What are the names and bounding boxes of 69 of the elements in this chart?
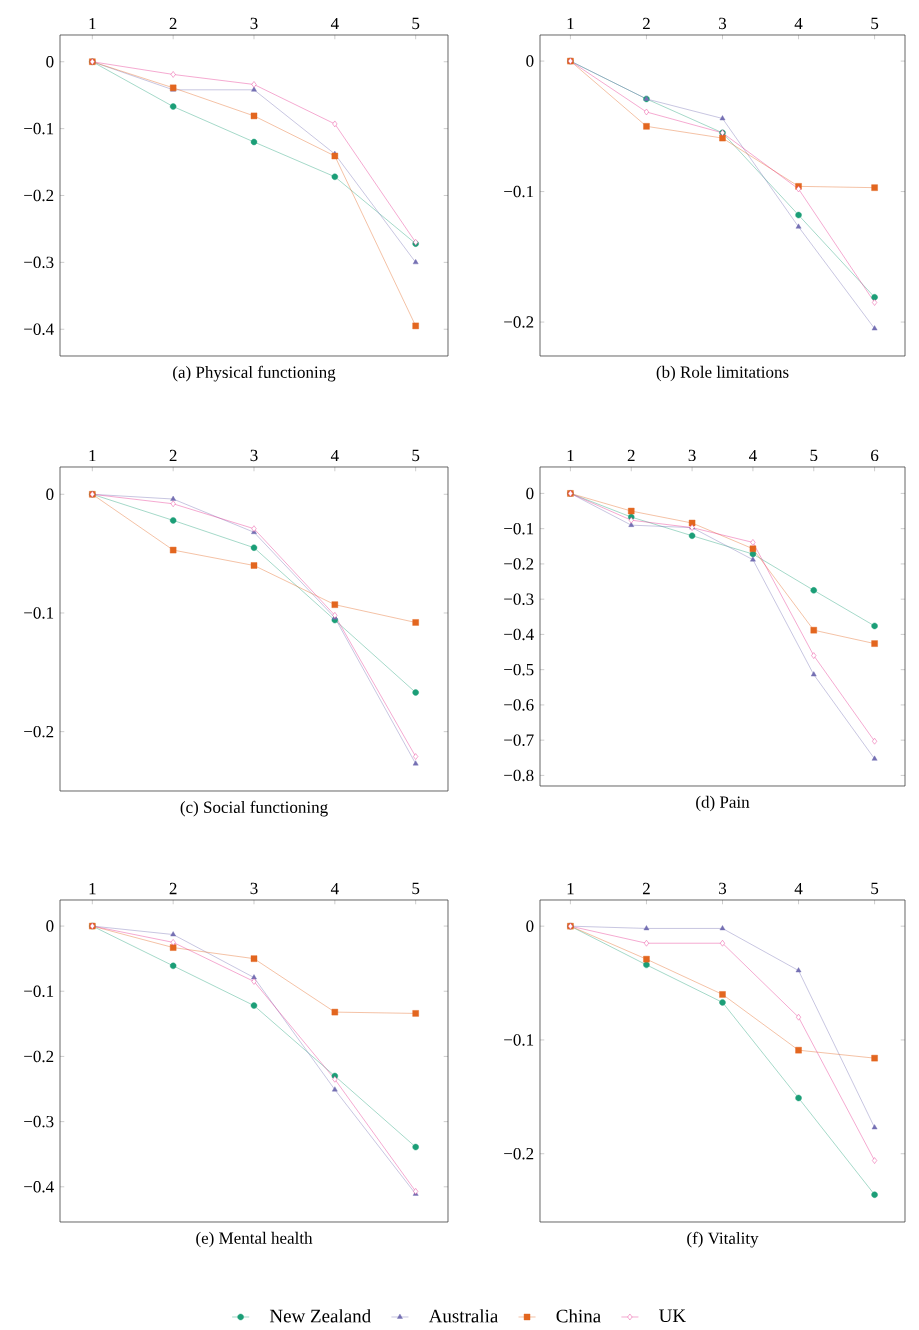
x-tick-label: 2 bbox=[642, 882, 650, 895]
x-tick-label: 1 bbox=[567, 17, 574, 30]
y-tick-label: −0.2 bbox=[504, 316, 534, 328]
x-tick-label: 4 bbox=[330, 882, 339, 895]
x-tick-label: 3 bbox=[688, 449, 696, 462]
text: (f) Vitality bbox=[687, 1231, 759, 1248]
text: (e) Mental health bbox=[196, 1231, 313, 1248]
text: (d) Pain bbox=[696, 795, 750, 812]
x-tick-label: 2 bbox=[627, 449, 635, 462]
y-tick-label: −0.1 bbox=[504, 1034, 534, 1046]
y-tick-label: 0 bbox=[526, 55, 534, 67]
x-tick-label: 5 bbox=[412, 17, 420, 30]
y-tick-label: 0 bbox=[526, 920, 534, 932]
text: (a) Physical functioning bbox=[173, 365, 336, 382]
y-tick-label: −0.3 bbox=[24, 1115, 54, 1128]
y-tick-label: −0.4 bbox=[504, 628, 534, 641]
y-tick-label: −0.6 bbox=[504, 699, 534, 711]
x-tick-label: 4 bbox=[794, 17, 803, 30]
x-tick-label: 1 bbox=[89, 449, 96, 462]
x-tick-label: 3 bbox=[250, 17, 258, 30]
y-tick-label: −0.2 bbox=[504, 1147, 534, 1160]
y-tick-label: 0 bbox=[46, 920, 54, 932]
x-tick-label: 4 bbox=[749, 449, 757, 462]
x-tick-label: 1 bbox=[89, 882, 96, 895]
legend-label: New Zealand bbox=[269, 1309, 371, 1323]
x-tick-label: 4 bbox=[330, 17, 339, 30]
x-tick-label: 5 bbox=[871, 17, 879, 30]
y-tick-label: −0.4 bbox=[24, 323, 54, 336]
legend-label: UK bbox=[659, 1309, 686, 1323]
x-tick-label: 4 bbox=[794, 882, 803, 895]
x-tick-label: 1 bbox=[567, 882, 574, 895]
y-tick-label: −0.2 bbox=[24, 1050, 54, 1063]
x-tick-label: 1 bbox=[567, 449, 574, 462]
x-tick-label: 3 bbox=[250, 449, 258, 462]
x-tick-label: 5 bbox=[412, 449, 420, 462]
y-tick-label: 0 bbox=[526, 487, 534, 500]
y-tick-label: −0.2 bbox=[24, 725, 54, 738]
y-tick-label: −0.1 bbox=[504, 185, 534, 198]
y-tick-label: −0.1 bbox=[24, 985, 54, 998]
x-tick-label: 3 bbox=[250, 882, 258, 895]
text: (b) Role limitations bbox=[656, 365, 789, 382]
y-tick-label: −0.5 bbox=[504, 663, 534, 676]
y-tick-label: −0.1 bbox=[504, 522, 534, 535]
x-tick-label: 1 bbox=[89, 17, 96, 30]
x-tick-label: 3 bbox=[719, 17, 727, 30]
y-tick-label: −0.2 bbox=[24, 189, 54, 202]
y-tick-label: 0 bbox=[46, 488, 54, 501]
y-tick-label: −0.1 bbox=[24, 607, 54, 619]
y-tick-label: −0.8 bbox=[504, 769, 534, 782]
legend-label: Australia bbox=[428, 1309, 499, 1323]
legend-label: China bbox=[556, 1309, 601, 1323]
x-tick-label: 5 bbox=[871, 882, 879, 895]
x-tick-label: 2 bbox=[642, 17, 650, 30]
x-tick-label: 5 bbox=[810, 449, 818, 462]
x-tick-label: 5 bbox=[412, 882, 420, 895]
x-tick-label: 4 bbox=[330, 449, 339, 462]
y-tick-label: −0.3 bbox=[504, 593, 534, 605]
y-tick-label: −0.2 bbox=[504, 558, 534, 570]
y-tick-label: −0.1 bbox=[24, 122, 54, 135]
x-tick-label: 3 bbox=[719, 882, 727, 895]
y-tick-label: −0.4 bbox=[24, 1181, 54, 1193]
text: (c) Social functioning bbox=[180, 800, 328, 817]
y-tick-label: −0.7 bbox=[504, 734, 534, 746]
x-tick-label: 6 bbox=[871, 449, 879, 462]
x-tick-label: 2 bbox=[169, 449, 177, 462]
y-tick-label: −0.3 bbox=[24, 256, 54, 269]
y-tick-label: 0 bbox=[46, 56, 54, 68]
x-tick-label: 2 bbox=[169, 17, 177, 30]
x-tick-label: 2 bbox=[169, 882, 177, 895]
